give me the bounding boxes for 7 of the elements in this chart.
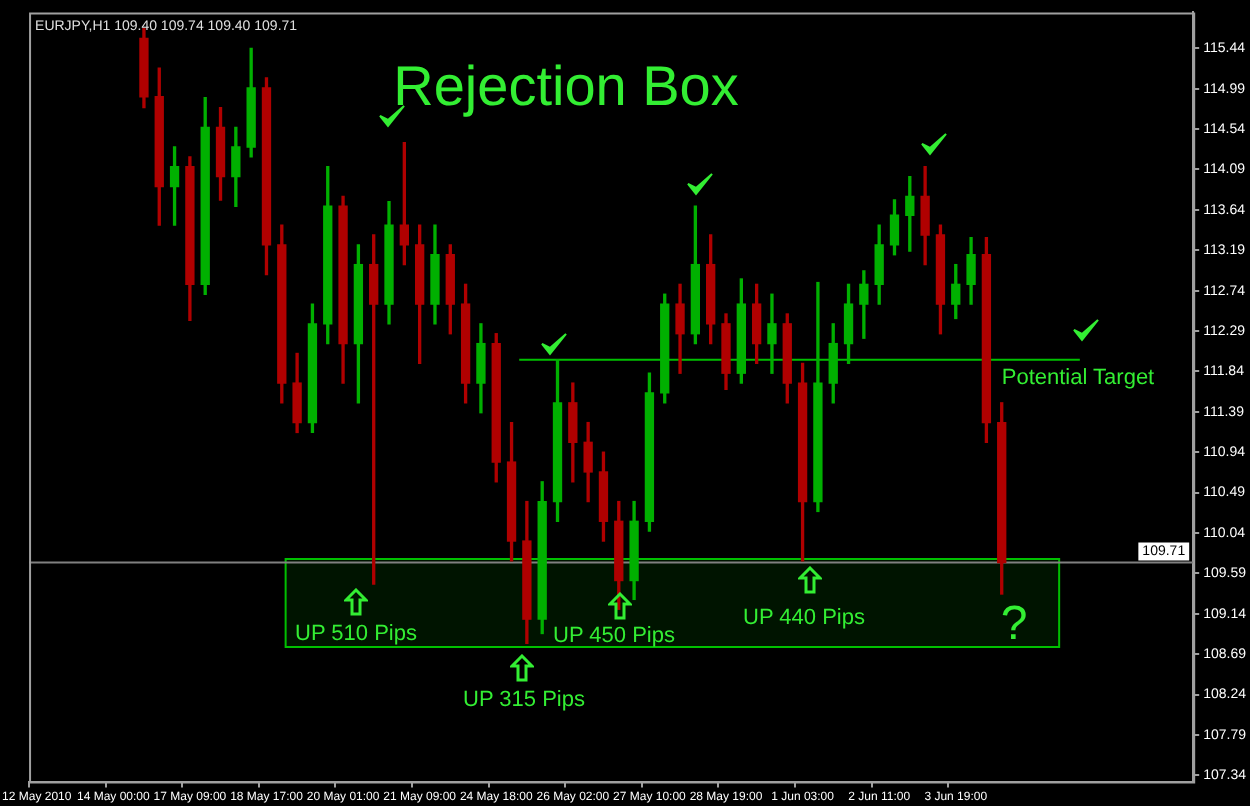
annotation: UP 440 Pips xyxy=(743,606,866,631)
text: Rejection Box xyxy=(393,55,739,118)
annotation: UP 315 Pips xyxy=(463,688,586,713)
annotation: ? xyxy=(1000,597,1028,652)
ref-line-label: Potential Target xyxy=(1001,366,1155,391)
annotation: UP 510 Pips xyxy=(295,622,418,647)
annotation: UP 450 Pips xyxy=(553,624,676,649)
